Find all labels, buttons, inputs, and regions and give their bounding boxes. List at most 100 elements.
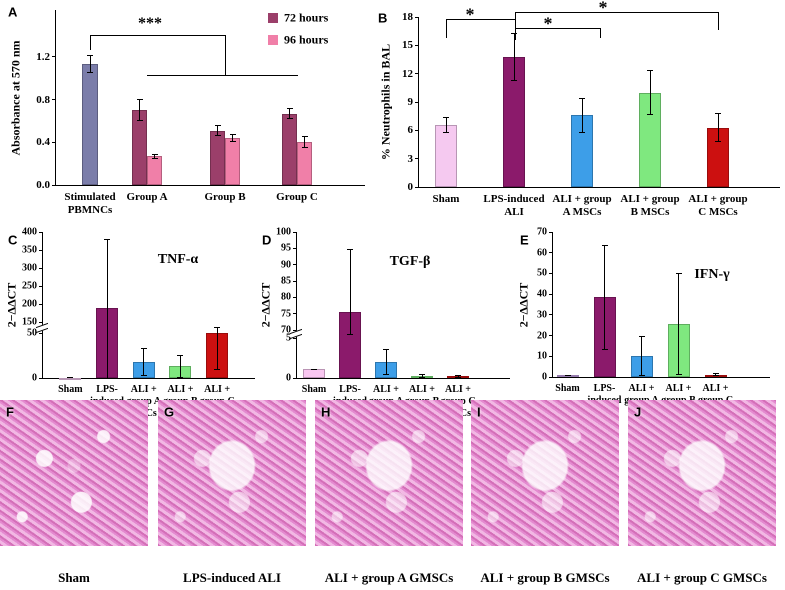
y-tick-label: 85 bbox=[281, 275, 291, 287]
micrograph bbox=[315, 400, 463, 546]
error-cap bbox=[136, 120, 143, 122]
y-tick bbox=[549, 314, 552, 316]
y-tick-label: 20 bbox=[537, 330, 547, 342]
y-axis bbox=[54, 10, 56, 185]
y-tick-label: 100 bbox=[276, 226, 291, 238]
y-tick-label: 0.4 bbox=[36, 136, 50, 149]
y-tick-label: 18 bbox=[402, 11, 413, 23]
error-cap bbox=[136, 99, 143, 101]
error-bar bbox=[421, 374, 423, 378]
x-tick-label: Sham bbox=[432, 193, 460, 205]
x-axis bbox=[552, 376, 770, 378]
y-tick-label: 0.8 bbox=[36, 93, 50, 106]
significance: * bbox=[465, 4, 475, 25]
error-cap bbox=[383, 348, 389, 350]
bracket bbox=[446, 18, 515, 20]
bracket bbox=[515, 11, 718, 13]
y-tick bbox=[415, 101, 418, 103]
panel-letter: E bbox=[520, 232, 529, 248]
error-cap bbox=[67, 377, 74, 379]
x-tick-label: ALI + group A MSCs bbox=[552, 193, 612, 218]
error-cap bbox=[675, 374, 682, 376]
bar bbox=[556, 375, 579, 378]
error-bar bbox=[678, 273, 679, 375]
bracket bbox=[599, 28, 601, 38]
y-tick bbox=[52, 56, 55, 58]
error-bar bbox=[604, 245, 605, 350]
bar bbox=[59, 377, 82, 380]
error-cap bbox=[383, 374, 389, 376]
error-bar bbox=[457, 375, 459, 378]
error-cap bbox=[177, 355, 184, 356]
y-tick-label: 250 bbox=[22, 280, 37, 292]
error-cap bbox=[104, 238, 111, 240]
y-tick bbox=[415, 186, 418, 188]
y-tick bbox=[39, 377, 42, 379]
error-cap bbox=[638, 335, 645, 337]
y-tick bbox=[293, 377, 296, 379]
y-tick bbox=[39, 332, 42, 334]
y-tick bbox=[52, 184, 55, 186]
error-cap bbox=[564, 374, 571, 376]
x-tick-label: LPS-induced ALI bbox=[483, 193, 545, 218]
y-tick-label: 60 bbox=[537, 247, 547, 259]
error-bar bbox=[289, 108, 290, 119]
error-bar bbox=[641, 336, 642, 376]
significance: * bbox=[598, 0, 608, 18]
bracket bbox=[514, 12, 516, 40]
error-bar bbox=[139, 99, 140, 121]
error-cap bbox=[647, 113, 653, 115]
chart-title: TGF-β bbox=[389, 254, 431, 269]
y-tick bbox=[39, 285, 42, 287]
error-cap bbox=[214, 135, 221, 137]
micrograph bbox=[0, 400, 148, 546]
bar bbox=[225, 138, 240, 185]
error-cap bbox=[104, 377, 111, 379]
panel-letter: I bbox=[477, 404, 481, 420]
error-bar bbox=[217, 125, 218, 136]
bar bbox=[297, 142, 312, 185]
bar bbox=[210, 130, 225, 185]
y-axis-label: 2−ΔΔCT bbox=[258, 282, 273, 328]
panel-letter: G bbox=[164, 404, 175, 420]
chart-title: IFN-γ bbox=[694, 267, 730, 282]
x-tick-label: ALI + group C MSCs bbox=[688, 193, 748, 218]
error-cap bbox=[214, 368, 221, 370]
micrograph bbox=[158, 400, 306, 546]
y-tick bbox=[293, 280, 296, 282]
error-cap bbox=[712, 373, 719, 375]
error-bar bbox=[717, 113, 719, 142]
bar bbox=[82, 64, 98, 185]
significance: * bbox=[543, 13, 553, 34]
y-tick bbox=[415, 129, 418, 131]
y-tick-label: 5 bbox=[286, 332, 291, 344]
y-tick-label: 200 bbox=[22, 298, 37, 310]
panel-letter: F bbox=[6, 404, 14, 420]
y-tick bbox=[39, 249, 42, 251]
y-tick-label: 0.0 bbox=[36, 179, 50, 191]
error-cap bbox=[140, 347, 147, 349]
y-tick-label: 3 bbox=[407, 152, 414, 165]
y-tick bbox=[549, 355, 552, 357]
y-tick bbox=[39, 303, 42, 305]
error-cap bbox=[579, 131, 585, 133]
error-cap bbox=[638, 375, 645, 377]
y-tick-label: 350 bbox=[22, 244, 37, 256]
y-tick-label: 12 bbox=[402, 67, 413, 80]
y-tick bbox=[293, 264, 296, 266]
chart-title: TNF-α bbox=[157, 252, 199, 267]
y-tick-label: 9 bbox=[407, 96, 414, 108]
bar bbox=[147, 156, 162, 185]
error-cap bbox=[511, 32, 517, 34]
y-tick-label: 50 bbox=[537, 267, 547, 279]
error-cap bbox=[511, 79, 517, 81]
error-cap bbox=[301, 136, 308, 138]
error-cap bbox=[87, 55, 93, 57]
error-cap bbox=[311, 368, 317, 370]
error-cap bbox=[419, 373, 425, 375]
y-tick-label: 0 bbox=[286, 372, 291, 384]
error-cap bbox=[579, 97, 585, 99]
y-tick bbox=[39, 231, 42, 233]
panel-letter: B bbox=[378, 10, 388, 26]
